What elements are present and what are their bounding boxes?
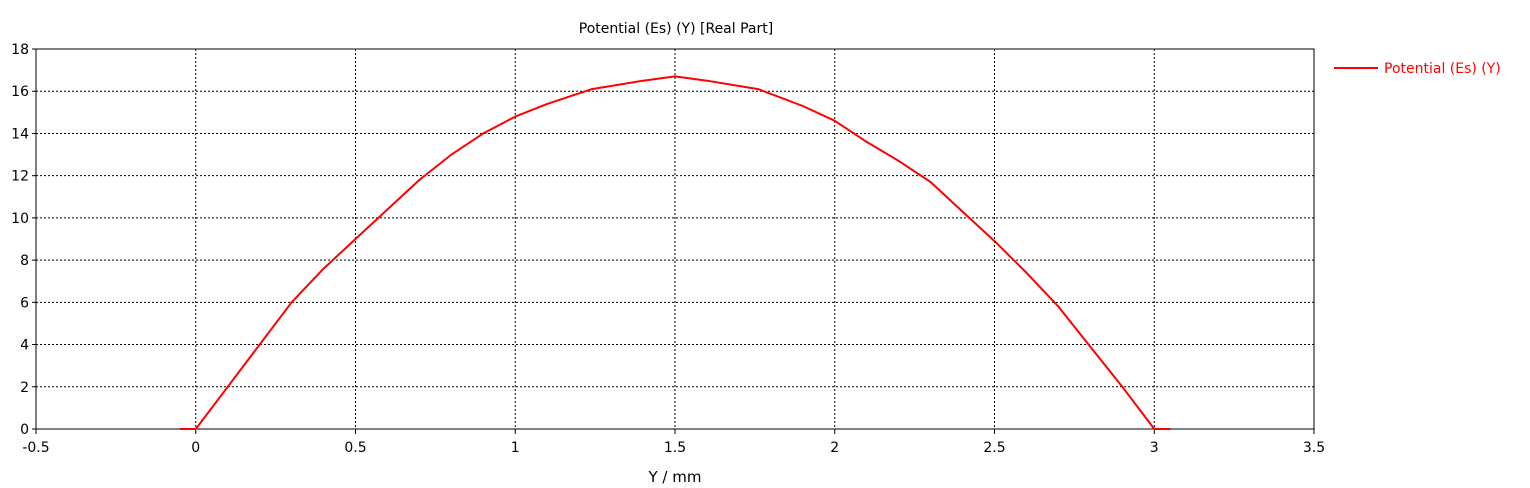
- y-tick-label: 10: [11, 211, 29, 227]
- y-tick-label: 4: [20, 338, 29, 354]
- legend-label: Potential (Es) (Y): [1384, 61, 1501, 77]
- y-tick-label: 14: [11, 126, 29, 142]
- series-line: [179, 75, 1171, 430]
- y-tick-label: 16: [11, 84, 29, 100]
- x-tick-label: 2: [830, 440, 839, 456]
- series-group: [179, 75, 1171, 430]
- y-tick-label: 8: [20, 253, 29, 269]
- x-tick-label: -0.5: [22, 440, 49, 456]
- grid: [36, 49, 1314, 429]
- y-tick-label: 12: [11, 169, 29, 185]
- y-tick-label: 18: [11, 42, 29, 58]
- x-tick-label: 3: [1150, 440, 1159, 456]
- x-axis-label: Y / mm: [648, 468, 702, 486]
- y-tick-label: 2: [20, 380, 29, 396]
- x-tick-label: 3.5: [1303, 440, 1325, 456]
- y-tick-label: 0: [20, 422, 29, 438]
- legend: Potential (Es) (Y): [1334, 61, 1501, 77]
- chart-title: Potential (Es) (Y) [Real Part]: [579, 21, 773, 37]
- x-tick-label: 2.5: [983, 440, 1005, 456]
- x-tick-label: 0: [191, 440, 200, 456]
- x-ticks: -0.5 0 0.5 1 1.5 2 2.5 3 3.5: [22, 429, 1325, 456]
- x-tick-label: 1: [511, 440, 520, 456]
- x-tick-label: 1.5: [664, 440, 686, 456]
- y-ticks: 0 2 4 6 8 10 12 14 16 18: [11, 42, 36, 438]
- x-tick-label: 0.5: [344, 440, 366, 456]
- y-tick-label: 6: [20, 295, 29, 311]
